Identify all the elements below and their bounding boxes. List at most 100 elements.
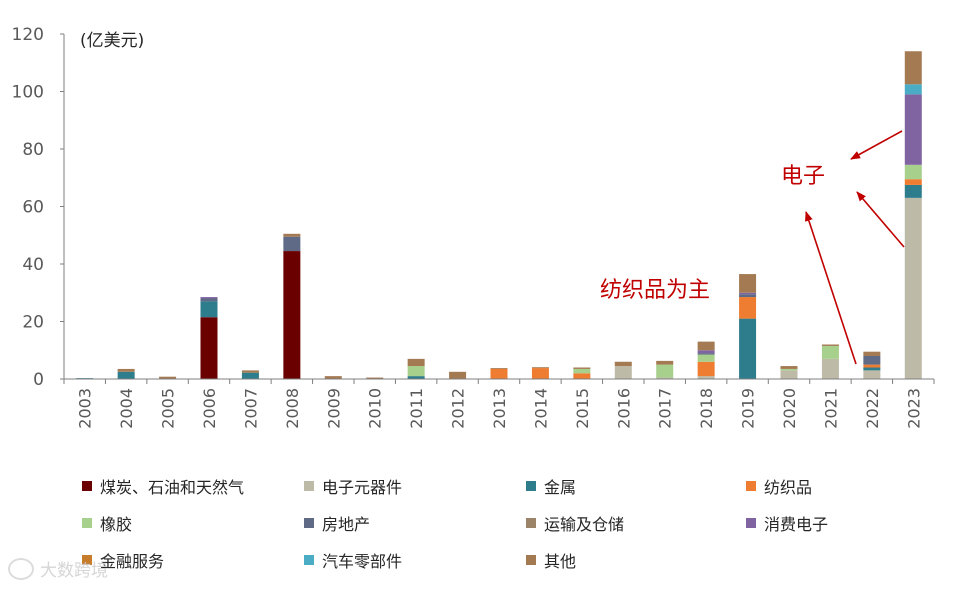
x-tick-label: 2008 xyxy=(283,388,302,429)
legend-swatch xyxy=(526,481,536,491)
bar-segment xyxy=(656,360,674,365)
bar-segment xyxy=(863,364,881,368)
legend-label: 房地产 xyxy=(322,515,371,534)
bar-segment xyxy=(904,94,922,165)
bar-segment xyxy=(821,344,839,346)
bar-segment xyxy=(780,368,798,371)
bar-segment xyxy=(656,364,674,378)
watermark-text: 大数跨境 xyxy=(40,561,108,581)
bar-segment xyxy=(697,350,715,354)
bar-segment xyxy=(241,372,259,379)
legend-item: 房地产 xyxy=(304,511,370,535)
annotation-textile: 纺织品为主 xyxy=(600,278,710,303)
bar-segment xyxy=(407,358,425,367)
bar-segment xyxy=(366,377,384,379)
y-tick-label: 120 xyxy=(12,25,44,45)
legend-swatch xyxy=(526,555,536,565)
legend-swatch xyxy=(82,555,92,565)
x-tick-label: 2007 xyxy=(241,388,260,429)
x-tick-label: 2019 xyxy=(739,388,758,429)
legend-swatch xyxy=(746,518,756,528)
y-tick-label: 60 xyxy=(22,198,44,218)
x-tick-label: 2011 xyxy=(407,388,426,429)
legend-item: 橡胶 xyxy=(82,511,132,535)
bar-segment xyxy=(863,356,881,365)
bar-segment xyxy=(739,274,757,293)
bar-segment xyxy=(614,366,632,379)
y-tick-label: 20 xyxy=(22,313,44,333)
bar-segment xyxy=(697,361,715,377)
y-axis-ticks: 0 20 40 60 80 100 120 xyxy=(12,25,64,390)
x-tick-label: 2015 xyxy=(573,388,592,429)
bar-segment xyxy=(490,368,508,379)
bar-segment xyxy=(449,371,467,379)
x-tick-label: 2012 xyxy=(449,388,468,429)
bar-segment xyxy=(324,376,342,379)
bar-segment xyxy=(159,376,177,379)
x-tick-label: 2004 xyxy=(117,388,136,429)
bar-segment xyxy=(407,376,425,379)
bar-segment xyxy=(200,317,218,379)
x-tick-label: 2014 xyxy=(531,388,550,429)
bar-segment xyxy=(739,318,757,379)
bar-segment xyxy=(821,358,839,379)
bar-segment xyxy=(739,294,757,298)
bar-segment xyxy=(697,376,715,379)
bar-segment xyxy=(697,354,715,362)
x-tick-label: 2022 xyxy=(863,388,882,429)
x-tick-label: 2020 xyxy=(780,388,799,429)
x-tick-label: 2021 xyxy=(821,388,840,429)
bar-segment xyxy=(904,51,922,85)
legend-label: 其他 xyxy=(544,552,577,571)
bar-segment xyxy=(407,366,425,377)
bar-segment xyxy=(656,377,674,379)
legend-item: 金融服务 xyxy=(82,548,164,572)
legend-label: 消费电子 xyxy=(764,515,829,534)
bar-segment xyxy=(117,371,135,379)
bar-segment xyxy=(821,345,839,359)
legend-swatch xyxy=(82,481,92,491)
x-axis-ticks: 2003 2004 2005 2006 2007 2008 2009 2010 2011 2012… xyxy=(63,379,935,429)
bar-segment xyxy=(863,367,881,371)
legend-item: 运输及仓储 xyxy=(526,511,624,535)
x-tick-label: 2006 xyxy=(200,388,219,429)
bar-segment xyxy=(904,84,922,95)
arrow-2023-mid-to-electronics xyxy=(856,191,905,248)
bar-segment xyxy=(241,370,259,373)
arrow-2023-top-to-electronics xyxy=(850,130,903,160)
bar-segment xyxy=(283,251,301,379)
legend-label: 汽车零部件 xyxy=(322,552,403,571)
legend-swatch xyxy=(304,555,314,565)
annotation-electronics: 电子 xyxy=(781,164,825,189)
bar-segment xyxy=(863,370,881,379)
bar-segment xyxy=(490,368,508,369)
bar-segment xyxy=(904,179,922,185)
legend-item: 电子元器件 xyxy=(304,474,402,498)
bar-segment xyxy=(863,351,881,356)
x-tick-label: 2016 xyxy=(614,388,633,429)
annotation-arrows xyxy=(805,130,905,365)
legend-label: 金属 xyxy=(544,478,577,497)
bar-segment xyxy=(283,233,301,237)
legend-label: 电子元器件 xyxy=(322,478,403,497)
legend-swatch xyxy=(304,518,314,528)
legend-swatch xyxy=(82,518,92,528)
x-tick-label: 2017 xyxy=(656,388,675,429)
legend-swatch xyxy=(746,481,756,491)
bar-segment xyxy=(283,236,301,252)
legend-label: 运输及仓储 xyxy=(544,515,625,534)
bar-segment xyxy=(739,297,757,319)
bar-segment xyxy=(573,373,591,379)
y-tick-label: 40 xyxy=(22,255,44,275)
x-tick-label: 2018 xyxy=(697,388,716,429)
legend-swatch xyxy=(526,518,536,528)
bar-segment xyxy=(117,368,135,372)
bars-group xyxy=(76,51,922,379)
y-axis-unit-label: (亿美元) xyxy=(80,31,144,51)
bar-segment xyxy=(200,298,218,302)
bar-segment xyxy=(200,297,218,299)
bar-segment xyxy=(573,367,591,369)
y-tick-label: 0 xyxy=(33,370,44,390)
bar-segment xyxy=(697,341,715,351)
